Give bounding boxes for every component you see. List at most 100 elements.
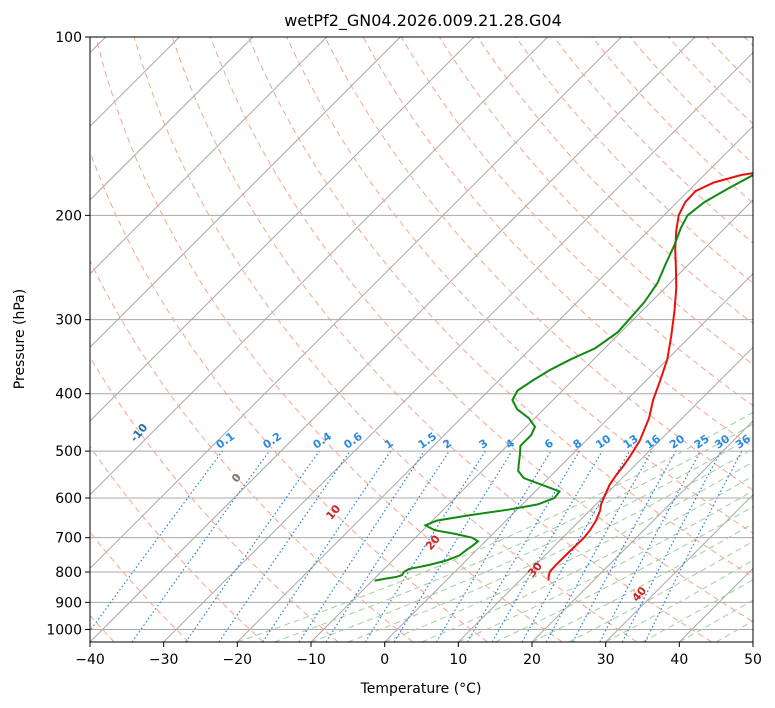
mixing-ratio-label: 13	[621, 432, 641, 451]
isotherm-line	[90, 37, 696, 642]
dry-adiabat-line	[743, 37, 753, 47]
dry-adiabat-line	[705, 37, 753, 86]
dry-adiabat-line	[400, 37, 753, 407]
chart-title-group: wetPf2_GN04.2026.009.21.28.G04	[284, 11, 562, 31]
x-tick-label: 40	[670, 652, 688, 668]
isotherm-line	[90, 37, 401, 349]
x-tick-label: 30	[597, 652, 615, 668]
dry-adiabat-line	[95, 37, 563, 642]
isotherm-line	[163, 51, 753, 642]
dry-adiabat-line	[248, 37, 753, 578]
plot-background-lines	[90, 37, 753, 642]
profile-lines	[374, 172, 753, 582]
mixing-ratio-label: 2	[441, 437, 455, 452]
y-tick-label: 200	[55, 208, 82, 224]
y-tick-label: 900	[55, 595, 82, 611]
mixing-ratio-line	[218, 450, 351, 642]
y-tick-label: 400	[55, 387, 82, 403]
moist-adiabat-line	[642, 579, 753, 642]
mixing-ratio-label: 6	[542, 436, 556, 451]
mixing-ratio-label: 0.2	[261, 430, 284, 452]
mixing-ratio-line	[185, 450, 320, 642]
y-tick-label: 700	[55, 531, 82, 547]
dry-adiabat-line	[209, 37, 753, 623]
mixing-ratio-label: 30	[712, 432, 732, 452]
isotherm-line	[90, 37, 622, 570]
dry-adiabat-line	[90, 356, 339, 642]
dry-adiabat-label: 30	[525, 559, 545, 579]
dry-adiabat-line	[133, 37, 638, 642]
y-tick-label: 600	[55, 491, 82, 507]
isotherm-line	[531, 420, 753, 642]
mixing-ratio-label: 4	[503, 436, 517, 451]
dry-adiabat-line	[324, 37, 753, 491]
isotherm-line	[605, 493, 753, 642]
moist-adiabat-line	[679, 599, 753, 642]
x-tick-label: 10	[449, 652, 467, 668]
isotherm-line	[384, 272, 753, 642]
mixing-ratio-label: 3	[477, 437, 491, 452]
moist-adiabat-line	[274, 423, 753, 642]
mixing-ratio-line	[131, 450, 270, 642]
mixing-ratio-label: 10	[593, 432, 613, 452]
mixing-ratio-line	[545, 450, 653, 642]
isotherm-line	[90, 37, 549, 496]
moist-adiabat-line	[531, 522, 753, 642]
moist-adiabat-line	[310, 435, 753, 642]
moist-adiabat-line	[458, 490, 753, 642]
isotherm-line	[457, 346, 753, 642]
isotherm-line	[752, 641, 753, 642]
dry-adiabat-line	[515, 37, 753, 284]
x-tick-label: 0	[380, 652, 389, 668]
y-tick-label: 300	[55, 313, 82, 329]
dry-adiabat-label: 20	[423, 532, 443, 552]
dry-adiabat-line	[90, 531, 190, 642]
moist-adiabat-line	[347, 448, 753, 642]
dry-adiabat-line	[286, 37, 753, 534]
y-axis-label: Pressure (hPa)	[12, 289, 28, 389]
isotherm-line	[90, 37, 328, 275]
dry-adiabat-label: -10	[128, 421, 151, 445]
mixing-ratio-line	[325, 450, 450, 642]
dry-adiabat-line	[438, 37, 753, 366]
x-tick-label: −10	[296, 652, 326, 668]
moist-adiabat-line	[715, 620, 753, 642]
x-tick-label: −40	[75, 652, 105, 668]
x-axis-ticks: −40 −30 −20 −10 0 10 20 30 40 50	[75, 642, 762, 668]
dry-adiabat-line	[362, 37, 753, 449]
chart-title: wetPf2_GN04.2026.009.21.28.G04	[284, 11, 562, 31]
dry-adiabat-line	[171, 37, 712, 642]
isotherm-line	[90, 37, 475, 422]
mixing-ratio-line	[599, 450, 702, 642]
line-labels: 0.10.20.40.611.52346810131620253036-100-…	[128, 421, 753, 604]
dewpoint-line	[374, 173, 753, 582]
mixing-ratio-label: 20	[667, 432, 687, 452]
mixing-ratio-label: 0.4	[311, 430, 335, 452]
mixing-ratio-line	[90, 450, 223, 632]
isotherm-line	[678, 567, 753, 642]
mixing-ratio-line	[572, 450, 677, 642]
mixing-ratio-line	[466, 450, 580, 642]
dry-adiabat-line	[90, 259, 414, 642]
mixing-ratio-label: 1.5	[416, 430, 439, 452]
x-tick-label: 50	[744, 652, 762, 668]
x-tick-label: −30	[149, 652, 179, 668]
isotherm-line	[236, 125, 753, 642]
y-tick-label: 800	[55, 565, 82, 581]
moist-adiabat-line	[752, 641, 753, 642]
mixing-ratio-label: 0.6	[341, 430, 365, 452]
y-axis-ticks: 100 200 300 400 500 600 700 800 900 1000	[46, 30, 90, 638]
y-tick-label: 100	[55, 30, 82, 46]
moist-adiabat-line	[494, 505, 753, 642]
x-tick-label: −20	[223, 652, 253, 668]
mixing-ratio-label: 16	[643, 432, 663, 452]
mixing-ratio-line	[262, 450, 392, 642]
dry-adiabat-line	[476, 37, 753, 325]
y-tick-label: 1000	[46, 622, 82, 638]
temperature-line	[547, 172, 753, 581]
dry-adiabat-line	[90, 445, 264, 642]
moist-adiabat-line	[384, 461, 753, 642]
mixing-ratio-label: 0.1	[214, 430, 237, 452]
mixing-ratio-line	[644, 450, 743, 642]
